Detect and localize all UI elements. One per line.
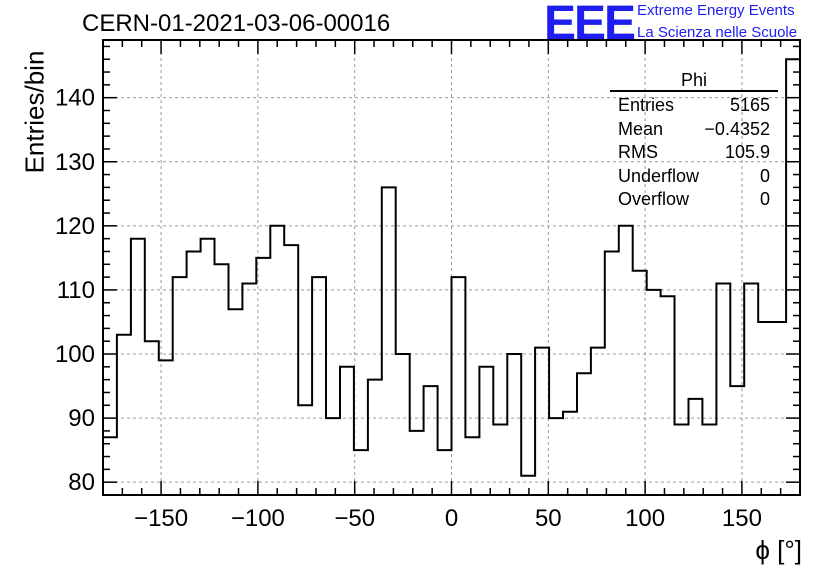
x-tick-label: −150 xyxy=(134,505,188,532)
stats-row: Underflow 0 xyxy=(610,165,778,189)
y-tick-label: 80 xyxy=(68,469,95,496)
run-title: CERN-01-2021-03-06-00016 xyxy=(82,10,391,37)
stats-row: Mean −0.4352 xyxy=(610,118,778,142)
stats-title: Phi xyxy=(610,70,778,92)
x-tick-label: 100 xyxy=(625,505,665,532)
stats-value: 5165 xyxy=(729,95,770,115)
stats-value: −0.4352 xyxy=(704,118,770,139)
stats-label: Overflow xyxy=(618,189,690,209)
stats-box: Phi Entries 5165 Mean −0.4352 RMS 105.9 Und… xyxy=(610,70,778,212)
stats-row: RMS 105.9 xyxy=(610,141,778,165)
x-axis-label: ϕ [°] xyxy=(755,535,802,565)
stats-label: Mean xyxy=(618,118,664,139)
logo-line-1: Extreme Energy Events xyxy=(637,2,795,19)
stats-value: 0 xyxy=(759,189,770,209)
x-tick-label: −100 xyxy=(231,505,285,532)
x-tick-label: −50 xyxy=(334,505,375,532)
stats-value: 105.9 xyxy=(724,142,770,162)
stats-label: Underflow xyxy=(618,165,700,186)
stats-value: 0 xyxy=(759,165,770,186)
y-tick-label: 130 xyxy=(55,149,95,176)
y-tick-label: 140 xyxy=(55,85,95,112)
x-tick-label: 50 xyxy=(535,505,562,532)
logo-line-2: La Scienza nelle Scuole xyxy=(637,24,798,41)
eee-logo: EEE xyxy=(544,0,636,50)
stats-row: Overflow 0 xyxy=(610,188,778,212)
y-tick-label: 110 xyxy=(57,277,95,304)
x-tick-label: 150 xyxy=(722,505,762,532)
y-axis-label: Entries/bin xyxy=(19,50,50,174)
stats-label: Entries xyxy=(618,95,675,115)
stats-label: RMS xyxy=(618,142,658,162)
stats-row: Entries 5165 xyxy=(610,94,778,118)
y-tick-label: 90 xyxy=(68,405,95,432)
y-tick-label: 120 xyxy=(55,213,95,240)
x-tick-label: 0 xyxy=(445,505,458,532)
histogram-step-line xyxy=(103,58,800,477)
y-tick-label: 100 xyxy=(55,341,95,368)
